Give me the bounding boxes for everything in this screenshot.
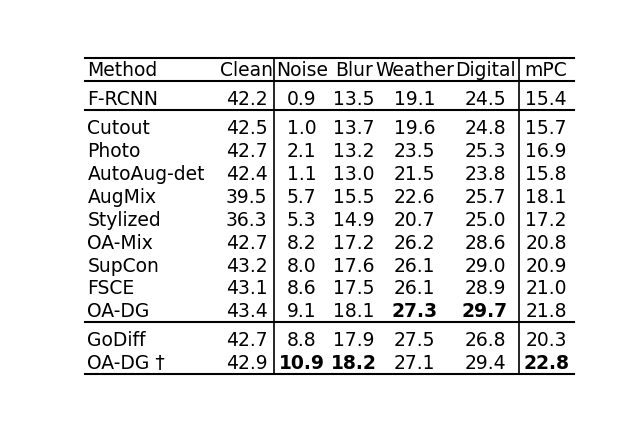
- Text: Weather: Weather: [375, 61, 454, 80]
- Text: 42.4: 42.4: [226, 164, 268, 184]
- Text: Blur: Blur: [335, 61, 372, 80]
- Text: 25.0: 25.0: [464, 210, 506, 229]
- Text: 27.5: 27.5: [394, 331, 435, 349]
- Text: 23.8: 23.8: [464, 164, 506, 184]
- Text: 17.5: 17.5: [333, 279, 374, 298]
- Text: 27.1: 27.1: [394, 353, 435, 372]
- Text: 28.6: 28.6: [464, 233, 506, 252]
- Text: OA-DG †: OA-DG †: [88, 353, 165, 372]
- Text: 27.3: 27.3: [392, 302, 438, 321]
- Text: AugMix: AugMix: [88, 187, 157, 206]
- Text: Clean: Clean: [220, 61, 273, 80]
- Text: 23.5: 23.5: [394, 142, 435, 161]
- Text: 13.5: 13.5: [333, 90, 374, 109]
- Text: 19.6: 19.6: [394, 119, 435, 138]
- Text: AutoAug-det: AutoAug-det: [88, 164, 205, 184]
- Text: 15.7: 15.7: [525, 119, 567, 138]
- Text: 20.8: 20.8: [525, 233, 567, 252]
- Text: 13.7: 13.7: [333, 119, 374, 138]
- Text: 13.2: 13.2: [333, 142, 374, 161]
- Text: 25.3: 25.3: [464, 142, 506, 161]
- Text: 25.7: 25.7: [464, 187, 506, 206]
- Text: 43.2: 43.2: [226, 256, 268, 275]
- Text: 13.0: 13.0: [333, 164, 374, 184]
- Text: 15.4: 15.4: [525, 90, 567, 109]
- Text: 8.6: 8.6: [287, 279, 317, 298]
- Text: F-RCNN: F-RCNN: [88, 90, 159, 109]
- Text: 26.1: 26.1: [394, 256, 435, 275]
- Text: 28.9: 28.9: [464, 279, 506, 298]
- Text: 22.8: 22.8: [523, 353, 569, 372]
- Text: 17.2: 17.2: [333, 233, 374, 252]
- Text: OA-Mix: OA-Mix: [88, 233, 154, 252]
- Text: 15.8: 15.8: [525, 164, 567, 184]
- Text: 2.1: 2.1: [287, 142, 317, 161]
- Text: 29.0: 29.0: [464, 256, 506, 275]
- Text: 24.5: 24.5: [464, 90, 506, 109]
- Text: 1.0: 1.0: [287, 119, 317, 138]
- Text: 21.0: 21.0: [525, 279, 567, 298]
- Text: 29.7: 29.7: [462, 302, 508, 321]
- Text: 43.1: 43.1: [226, 279, 268, 298]
- Text: GoDiff: GoDiff: [88, 331, 146, 349]
- Text: 17.9: 17.9: [333, 331, 374, 349]
- Text: 1.1: 1.1: [287, 164, 317, 184]
- Text: 42.2: 42.2: [226, 90, 268, 109]
- Text: 8.0: 8.0: [287, 256, 317, 275]
- Text: mPC: mPC: [525, 61, 568, 80]
- Text: 8.8: 8.8: [287, 331, 317, 349]
- Text: 20.9: 20.9: [525, 256, 567, 275]
- Text: 36.3: 36.3: [226, 210, 268, 229]
- Text: 21.5: 21.5: [394, 164, 435, 184]
- Text: 43.4: 43.4: [226, 302, 268, 321]
- Text: 26.1: 26.1: [394, 279, 435, 298]
- Text: 5.7: 5.7: [287, 187, 317, 206]
- Text: 10.9: 10.9: [279, 353, 324, 372]
- Text: SupCon: SupCon: [88, 256, 159, 275]
- Text: 5.3: 5.3: [287, 210, 317, 229]
- Text: Method: Method: [88, 61, 157, 80]
- Text: 0.9: 0.9: [287, 90, 317, 109]
- Text: 18.1: 18.1: [525, 187, 567, 206]
- Text: 42.5: 42.5: [226, 119, 268, 138]
- Text: Stylized: Stylized: [88, 210, 161, 229]
- Text: 17.6: 17.6: [333, 256, 374, 275]
- Text: 26.8: 26.8: [464, 331, 506, 349]
- Text: 17.2: 17.2: [525, 210, 567, 229]
- Text: 15.5: 15.5: [333, 187, 374, 206]
- Text: 26.2: 26.2: [394, 233, 435, 252]
- Text: 22.6: 22.6: [394, 187, 435, 206]
- Text: 42.9: 42.9: [226, 353, 268, 372]
- Text: 16.9: 16.9: [525, 142, 567, 161]
- Text: 19.1: 19.1: [394, 90, 435, 109]
- Text: 14.9: 14.9: [333, 210, 374, 229]
- Text: 21.8: 21.8: [525, 302, 567, 321]
- Text: 18.2: 18.2: [331, 353, 376, 372]
- Text: 20.7: 20.7: [394, 210, 435, 229]
- Text: 20.3: 20.3: [525, 331, 567, 349]
- Text: FSCE: FSCE: [88, 279, 134, 298]
- Text: 18.1: 18.1: [333, 302, 374, 321]
- Text: OA-DG: OA-DG: [88, 302, 150, 321]
- Text: 42.7: 42.7: [226, 233, 268, 252]
- Text: 9.1: 9.1: [287, 302, 317, 321]
- Text: 8.2: 8.2: [287, 233, 317, 252]
- Text: Noise: Noise: [276, 61, 328, 80]
- Text: 42.7: 42.7: [226, 142, 268, 161]
- Text: Cutout: Cutout: [88, 119, 150, 138]
- Text: 29.4: 29.4: [464, 353, 506, 372]
- Text: Photo: Photo: [88, 142, 141, 161]
- Text: 39.5: 39.5: [226, 187, 268, 206]
- Text: 24.8: 24.8: [464, 119, 506, 138]
- Text: Digital: Digital: [454, 61, 515, 80]
- Text: 42.7: 42.7: [226, 331, 268, 349]
